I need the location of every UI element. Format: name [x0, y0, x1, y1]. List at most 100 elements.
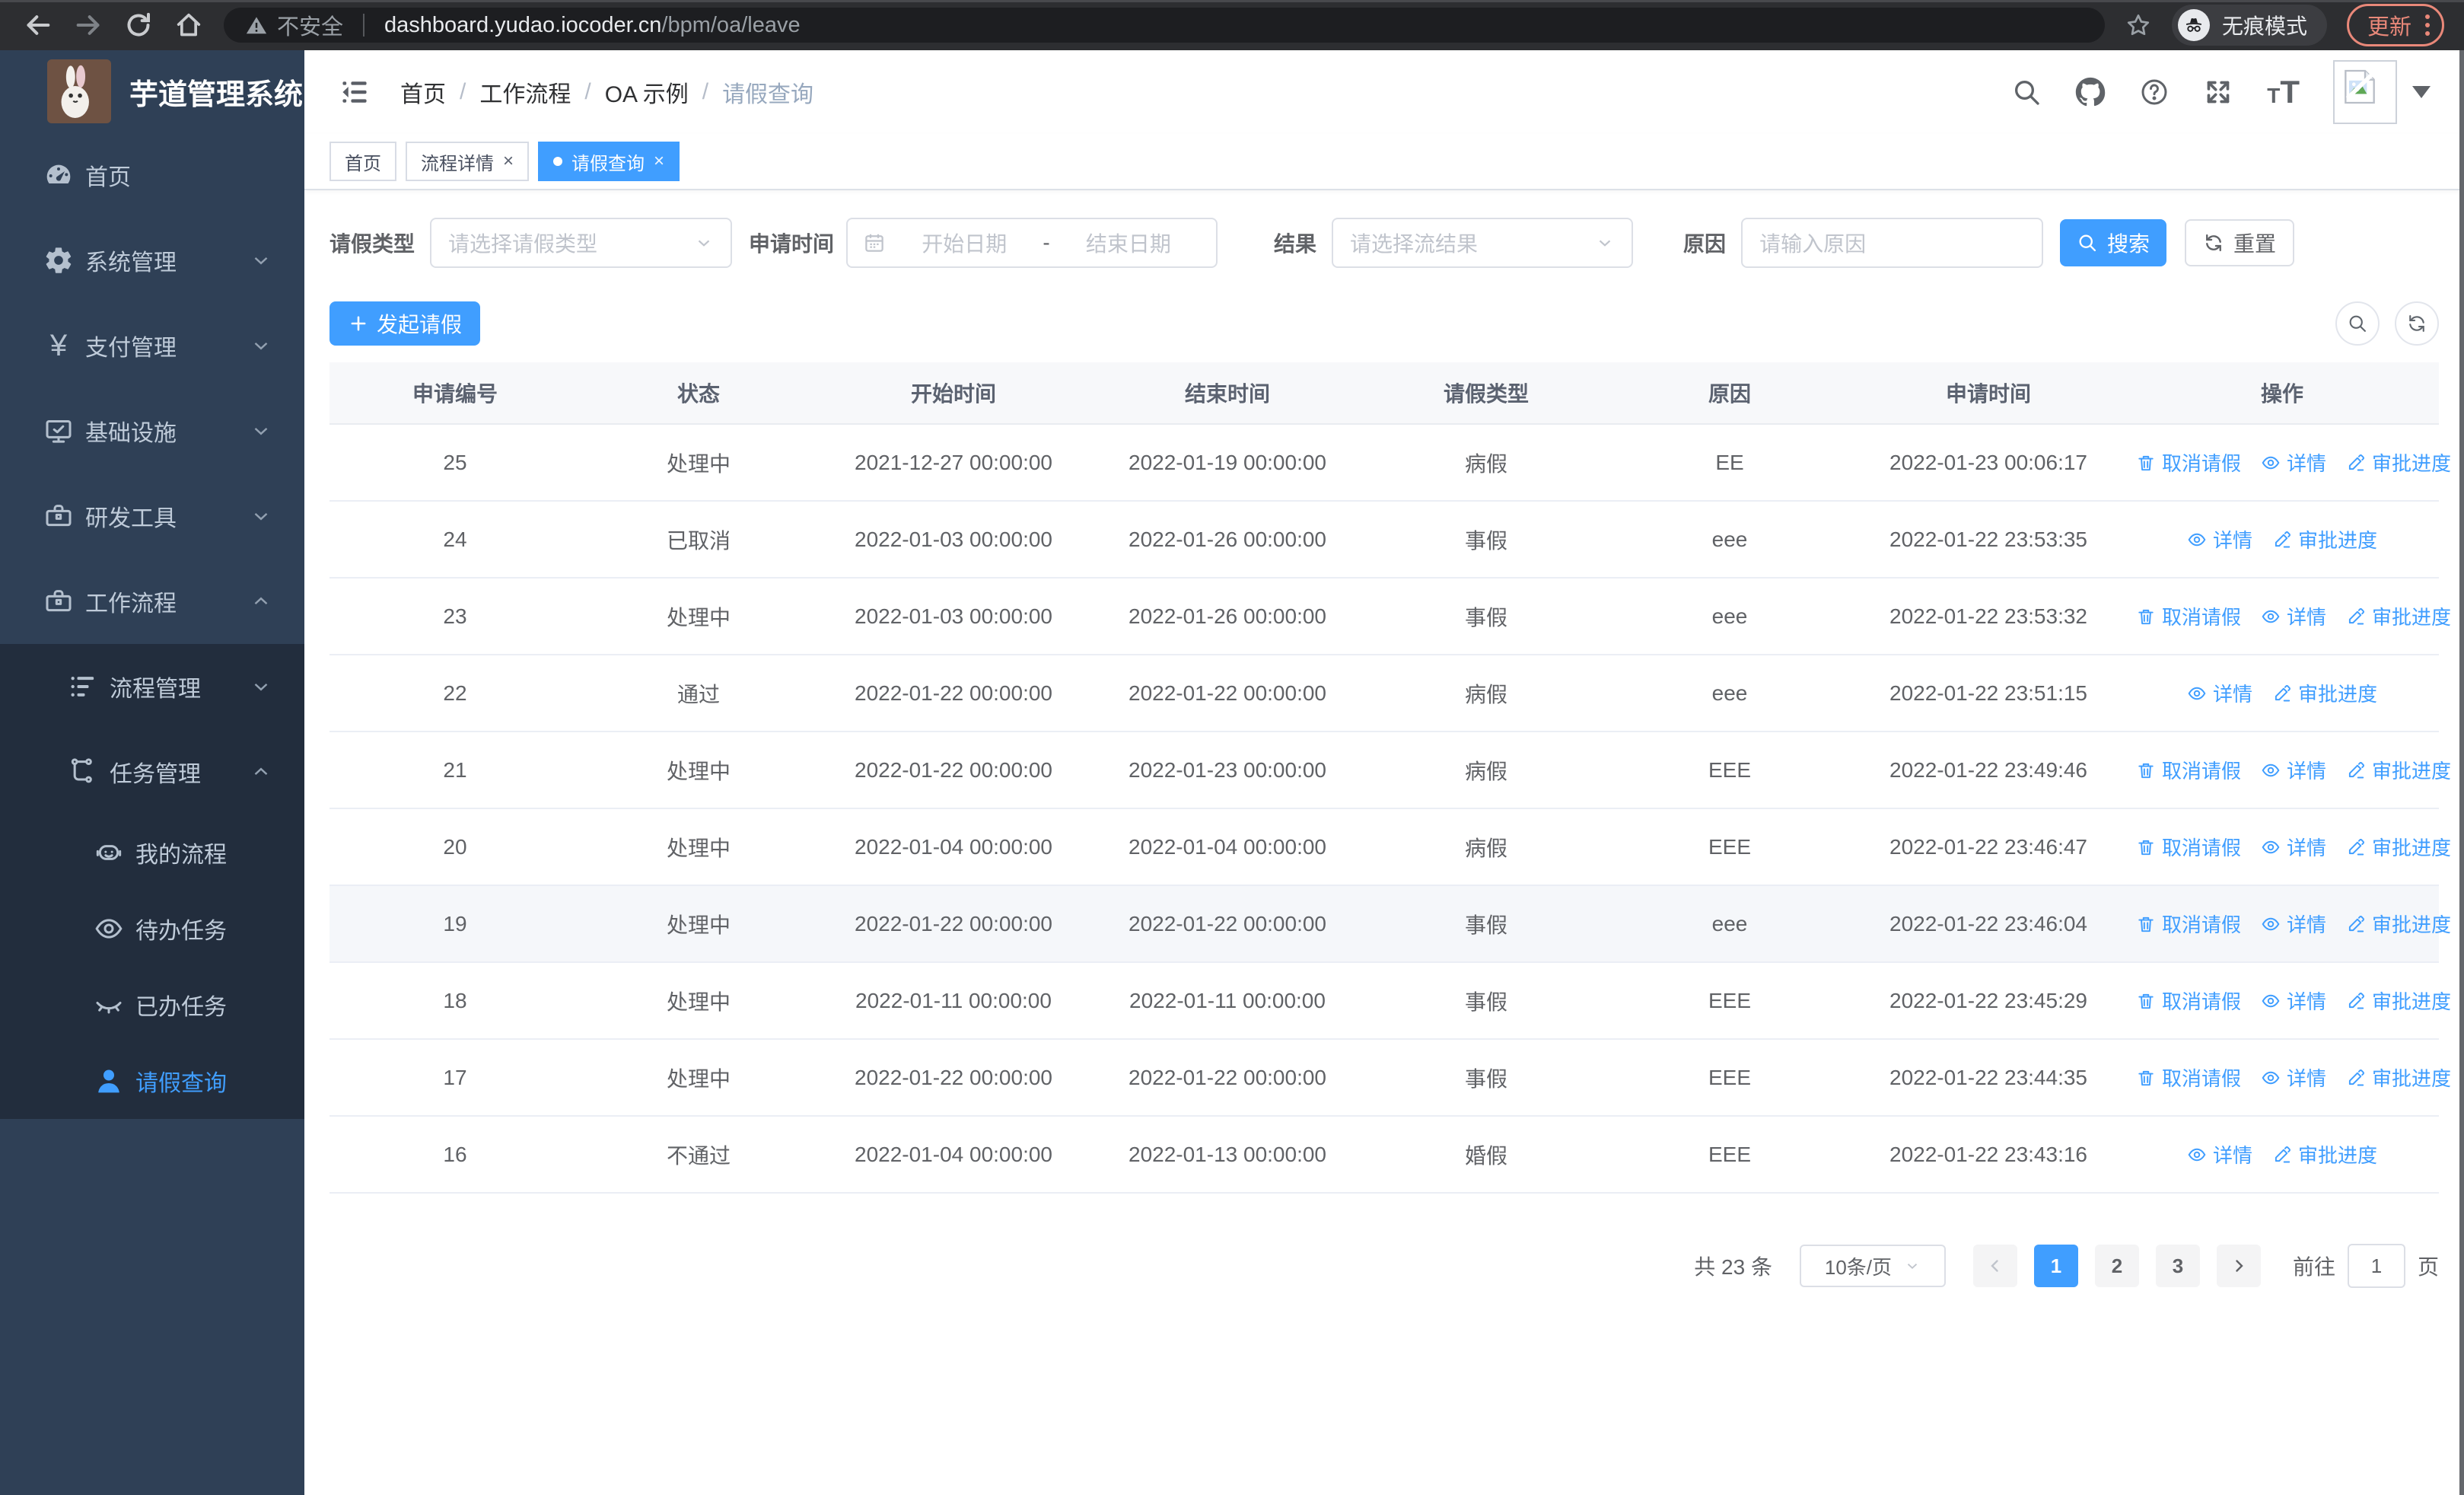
cell-apply-id: 19	[329, 885, 581, 963]
page-button-3[interactable]: 3	[2155, 1245, 2200, 1287]
tab-label: 首页	[345, 153, 381, 174]
cancel-leave-link[interactable]: 取消请假	[2136, 833, 2241, 861]
progress-link[interactable]: 审批进度	[2346, 602, 2451, 630]
sidebar-item-process-mgmt[interactable]: 流程管理	[0, 644, 304, 729]
fullscreen-icon[interactable]	[2203, 77, 2233, 107]
breadcrumb-oa-example[interactable]: OA 示例	[604, 82, 689, 107]
trash-icon	[2136, 453, 2156, 473]
cancel-leave-link[interactable]: 取消请假	[2136, 1063, 2241, 1092]
op-label: 审批进度	[2372, 606, 2452, 629]
breadcrumb-workflow[interactable]: 工作流程	[479, 82, 571, 107]
scrollbar[interactable]	[2459, 50, 2464, 1495]
sidebar-item-infrastructure[interactable]: 基础设施	[0, 388, 304, 473]
detail-link[interactable]: 详情	[2261, 756, 2326, 784]
close-icon[interactable]: ×	[654, 151, 665, 171]
cancel-leave-link[interactable]: 取消请假	[2136, 602, 2241, 630]
leave-type-select[interactable]: 请选择请假类型	[430, 218, 733, 268]
breadcrumb-home[interactable]: 首页	[400, 82, 446, 107]
breadcrumb-separator: /	[584, 79, 591, 104]
browser-back-button[interactable]	[23, 10, 53, 40]
sidebar-fold-icon[interactable]	[338, 75, 371, 109]
detail-link[interactable]: 详情	[2261, 1063, 2326, 1092]
progress-link[interactable]: 审批进度	[2346, 987, 2451, 1015]
create-leave-button[interactable]: 发起请假	[329, 301, 480, 346]
sidebar-item-workflow[interactable]: 工作流程	[0, 559, 304, 644]
sidebar-item-pay-mgmt[interactable]: ¥ 支付管理	[0, 303, 304, 388]
sidebar-item-task-mgmt[interactable]: 任务管理	[0, 729, 304, 814]
cancel-leave-link[interactable]: 取消请假	[2136, 448, 2241, 477]
sidebar-item-my-process[interactable]: 我的流程	[0, 814, 304, 891]
detail-link[interactable]: 详情	[2261, 602, 2326, 630]
cell-apply-time: 2022-01-22 23:44:35	[1851, 1039, 2125, 1117]
chevron-down-icon	[250, 334, 272, 357]
result-select[interactable]: 请选择流结果	[1332, 218, 1634, 268]
goto-page-input[interactable]	[2347, 1244, 2405, 1288]
prev-page-button[interactable]	[1972, 1245, 2017, 1287]
sidebar-item-todo-tasks[interactable]: 待办任务	[0, 891, 304, 967]
help-icon[interactable]	[2139, 77, 2170, 107]
page-button-2[interactable]: 2	[2094, 1245, 2139, 1287]
browser-reload-button[interactable]	[123, 10, 154, 40]
detail-link[interactable]: 详情	[2187, 525, 2252, 553]
bookmark-star-icon[interactable]	[2125, 11, 2152, 39]
page-button-1[interactable]: 1	[2033, 1245, 2078, 1287]
progress-link[interactable]: 审批进度	[2346, 756, 2451, 784]
gear-icon	[41, 245, 76, 276]
sidebar-item-system-mgmt[interactable]: 系统管理	[0, 218, 304, 303]
sidebar-item-home[interactable]: 首页	[0, 132, 304, 218]
search-icon[interactable]	[2011, 77, 2042, 107]
detail-link[interactable]: 详情	[2261, 448, 2326, 477]
detail-link[interactable]: 详情	[2261, 910, 2326, 938]
flow-icon	[65, 757, 100, 787]
cell-end-time: 2022-01-22 00:00:00	[1090, 885, 1364, 963]
sidebar-item-done-tasks[interactable]: 已办任务	[0, 967, 304, 1043]
detail-link[interactable]: 详情	[2261, 987, 2326, 1015]
op-label: 取消请假	[2162, 1067, 2242, 1090]
avatar[interactable]	[2333, 60, 2397, 124]
page-size-select[interactable]: 10条/页	[1799, 1245, 1946, 1287]
progress-link[interactable]: 审批进度	[2346, 1063, 2451, 1092]
tab-leave-query[interactable]: 请假查询 ×	[538, 142, 680, 181]
incognito-badge: 无痕模式	[2171, 5, 2327, 46]
apply-time-range-picker[interactable]: 开始日期 - 结束日期	[846, 218, 1218, 268]
progress-link[interactable]: 审批进度	[2272, 679, 2377, 707]
page-unit-label: 页	[2417, 1255, 2439, 1279]
security-chip[interactable]: 不安全	[245, 9, 343, 41]
tab-process-detail[interactable]: 流程详情 ×	[406, 142, 530, 181]
cell-leave-type: 事假	[1364, 962, 1608, 1040]
detail-link[interactable]: 详情	[2187, 679, 2252, 707]
cell-leave-type: 事假	[1364, 578, 1608, 655]
monitor-icon	[41, 416, 76, 446]
op-label: 详情	[2212, 1144, 2252, 1167]
browser-update-menu-button[interactable]: 更新	[2346, 4, 2444, 46]
sidebar-item-dev-tools[interactable]: 研发工具	[0, 473, 304, 559]
progress-link[interactable]: 审批进度	[2272, 1140, 2377, 1168]
op-label: 审批进度	[2298, 1144, 2378, 1167]
cancel-leave-link[interactable]: 取消请假	[2136, 987, 2241, 1015]
toggle-search-button[interactable]	[2335, 301, 2380, 346]
progress-link[interactable]: 审批进度	[2346, 833, 2451, 861]
address-bar[interactable]: 不安全 dashboard.yudao.iocoder.cn/bpm/oa/le…	[224, 8, 2105, 43]
browser-home-button[interactable]	[173, 10, 204, 40]
progress-link[interactable]: 审批进度	[2346, 448, 2451, 477]
next-page-button[interactable]	[2216, 1245, 2261, 1287]
tab-home[interactable]: 首页	[329, 142, 396, 181]
github-icon[interactable]	[2075, 77, 2106, 107]
reason-input[interactable]: 请输入原因	[1741, 218, 2044, 268]
progress-link[interactable]: 审批进度	[2346, 910, 2451, 938]
search-button[interactable]: 搜索	[2060, 219, 2167, 266]
refresh-table-button[interactable]	[2395, 301, 2439, 346]
sidebar-item-leave-query[interactable]: 请假查询	[0, 1043, 304, 1119]
close-icon[interactable]: ×	[503, 151, 514, 171]
cancel-leave-link[interactable]: 取消请假	[2136, 756, 2241, 784]
reset-button[interactable]: 重置	[2185, 219, 2295, 266]
progress-link[interactable]: 审批进度	[2272, 525, 2377, 553]
cancel-leave-link[interactable]: 取消请假	[2136, 910, 2241, 938]
browser-forward-button[interactable]	[73, 10, 103, 40]
cell-reason: EEE	[1608, 1039, 1851, 1117]
detail-link[interactable]: 详情	[2261, 833, 2326, 861]
chevron-down-icon[interactable]	[2412, 86, 2431, 98]
detail-link[interactable]: 详情	[2187, 1140, 2252, 1168]
table-row: 16 不通过 2022-01-04 00:00:00 2022-01-13 00:00…	[329, 1116, 2439, 1194]
